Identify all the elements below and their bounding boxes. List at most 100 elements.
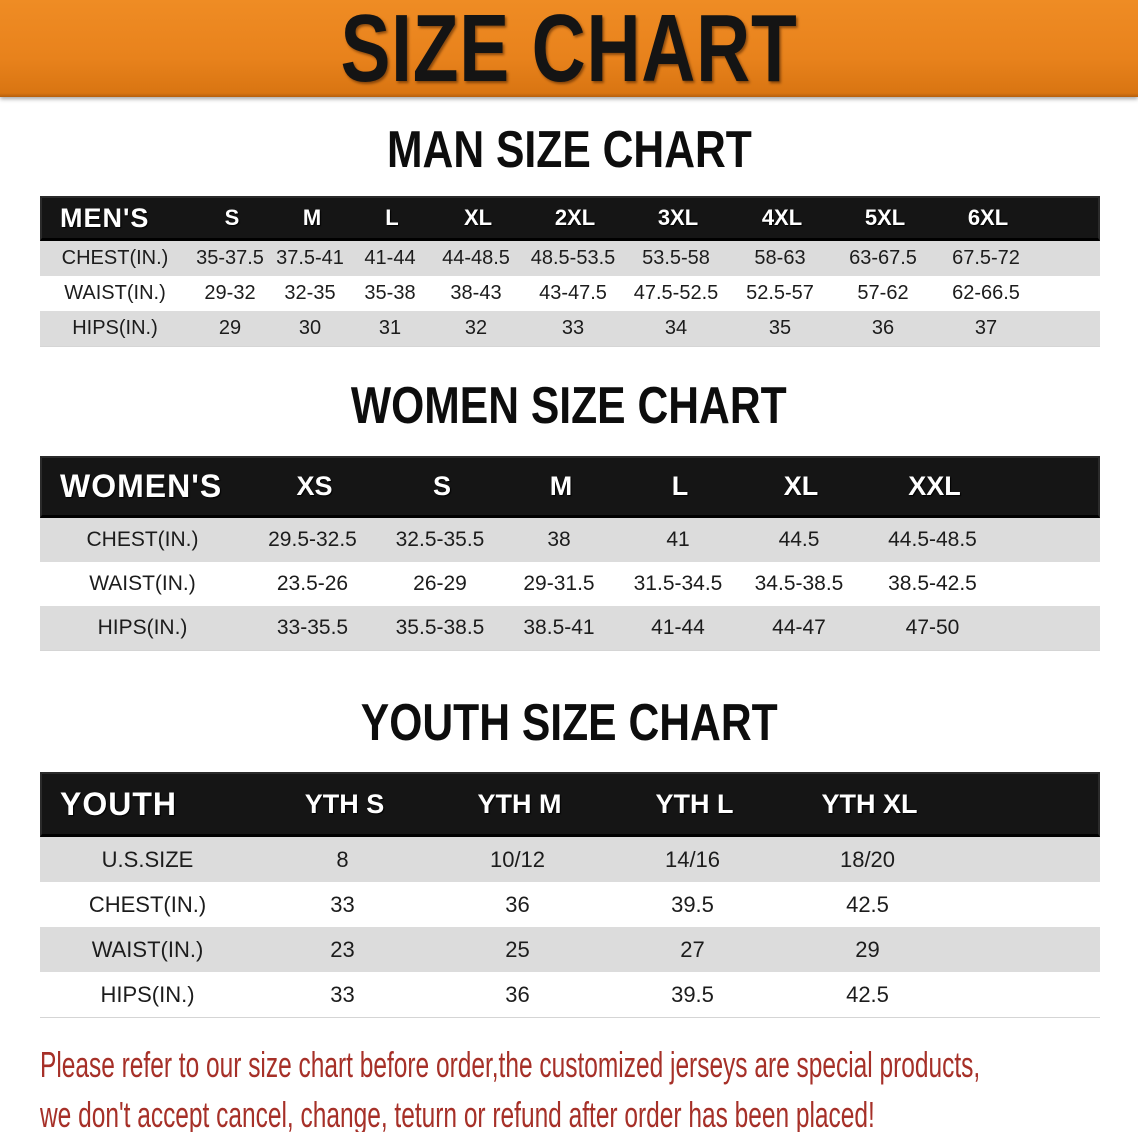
table-cell: 36 (505, 981, 530, 1007)
table-row: WAIST(IN.) 29-32 32-35 35-38 38-43 43-47.5 47.… (40, 276, 1100, 311)
table-cell: 37 (974, 317, 998, 339)
size-column-header: XS (296, 471, 333, 501)
size-column-header: XL (463, 205, 493, 230)
row-label: HIPS(IN.) (100, 981, 195, 1007)
table-cell: 57-62 (857, 282, 909, 304)
size-chart-banner: SIZE CHART (0, 0, 1138, 97)
table-cell: 10/12 (489, 846, 546, 872)
table-cell: 25 (505, 936, 530, 962)
size-column-header: M (302, 205, 322, 230)
table-cell: 39.5 (671, 891, 714, 917)
table-row: WAIST(IN.) 23 25 27 29 (40, 927, 1100, 972)
men-section-title: MAN SIZE CHART (0, 123, 1138, 177)
table-cell: 47.5-52.5 (633, 282, 719, 304)
table-cell: 26-29 (413, 572, 467, 595)
women-table-header-label: WOMEN'S (60, 468, 223, 504)
table-cell: 30 (298, 317, 322, 339)
table-cell: 44.5 (778, 528, 820, 551)
table-cell: 44-48.5 (442, 247, 510, 269)
table-cell: 29.5-32.5 (268, 528, 357, 551)
row-label: WAIST(IN.) (91, 936, 204, 962)
table-cell: 36 (505, 891, 530, 917)
table-cell: 34.5-38.5 (754, 572, 844, 595)
table-cell: 8 (336, 846, 349, 872)
size-column-header: 3XL (657, 205, 699, 230)
table-row: HIPS(IN.) 33-35.5 35.5-38.5 38.5-41 41-44 44-… (40, 606, 1100, 650)
row-label: WAIST(IN.) (89, 572, 196, 595)
table-cell: 36 (871, 317, 895, 339)
table-cell: 42.5 (846, 981, 889, 1007)
women-size-table: WOMEN'S XS S M L XL XXL CHEST(IN.) 29.5-32.5 32… (40, 456, 1100, 651)
table-cell: 31 (378, 317, 402, 339)
table-cell: 18/20 (839, 846, 896, 872)
size-column-header: 4XL (761, 205, 803, 230)
footer-note-line2: we don't accept cancel, change, teturn o… (40, 1094, 875, 1132)
table-row: HIPS(IN.) 29 30 31 32 33 34 35 36 37 (40, 311, 1100, 346)
table-cell: 44-47 (772, 616, 826, 639)
table-cell: 63-67.5 (849, 247, 917, 269)
table-cell: 37.5-41 (276, 247, 344, 269)
table-cell: 35.5-38.5 (395, 616, 485, 639)
table-cell: 38-43 (450, 282, 502, 304)
size-column-header: L (385, 205, 399, 230)
table-cell: 34 (664, 317, 688, 339)
women-table-body: CHEST(IN.) 29.5-32.5 32.5-35.5 38 41 44.5 44.5… (40, 518, 1100, 650)
table-cell: 35-38 (364, 282, 416, 304)
table-cell: 32.5-35.5 (395, 528, 485, 551)
table-cell: 32 (464, 317, 488, 339)
row-label: WAIST(IN.) (64, 282, 166, 304)
table-row: CHEST(IN.) 33 36 39.5 42.5 (40, 882, 1100, 927)
table-cell: 44.5-48.5 (888, 528, 977, 551)
table-cell: 47-50 (905, 616, 960, 639)
table-cell: 27 (680, 936, 705, 962)
table-cell: 31.5-34.5 (633, 572, 723, 595)
table-cell: 62-66.5 (952, 282, 1020, 304)
size-column-header: M (549, 471, 573, 501)
table-cell: 41-44 (651, 616, 705, 639)
men-table-header-label: MEN'S (60, 202, 150, 233)
table-cell: 33 (561, 317, 585, 339)
table-cell: 38.5-41 (523, 616, 595, 639)
size-column-header: YTH S (304, 788, 385, 819)
size-column-header: XL (783, 471, 819, 501)
table-cell: 14/16 (664, 846, 721, 872)
table-cell: 52.5-57 (746, 282, 814, 304)
youth-size-table: YOUTH YTH S YTH M YTH L YTH XL U.S.SIZE 8 10/… (40, 772, 1100, 1018)
table-cell: 35 (768, 317, 792, 339)
table-row: CHEST(IN.) 29.5-32.5 32.5-35.5 38 41 44.5 44.5… (40, 518, 1100, 562)
row-label: HIPS(IN.) (72, 317, 158, 339)
table-cell: 67.5-72 (952, 247, 1020, 269)
men-size-table: MEN'S S M L XL 2XL 3XL 4XL 5XL 6XL CHEST(IN.) 35-… (40, 196, 1100, 347)
men-table-body: CHEST(IN.) 35-37.5 37.5-41 41-44 44-48.5 48.5… (40, 241, 1100, 346)
footer-note-line1: Please refer to our size chart before or… (40, 1044, 981, 1085)
size-column-header: L (671, 471, 689, 501)
size-column-header: 6XL (967, 205, 1009, 230)
table-cell: 23.5-26 (276, 572, 349, 595)
table-cell: 38 (547, 528, 571, 551)
size-column-header: 2XL (554, 205, 596, 230)
size-column-header: 5XL (864, 205, 906, 230)
table-cell: 42.5 (846, 891, 889, 917)
table-cell: 29 (855, 936, 880, 962)
table-cell: 33 (330, 981, 355, 1007)
row-label: U.S.SIZE (101, 846, 194, 872)
table-cell: 41 (666, 528, 690, 551)
table-cell: 33-35.5 (276, 616, 349, 639)
table-row: WAIST(IN.) 23.5-26 26-29 29-31.5 31.5-34.5 34… (40, 562, 1100, 606)
table-cell: 43-47.5 (539, 282, 607, 304)
size-column-header: S (432, 471, 451, 501)
banner-title: SIZE CHART (340, 0, 798, 102)
size-column-header: XXL (908, 471, 961, 501)
table-cell: 58-63 (754, 247, 806, 269)
table-row: CHEST(IN.) 35-37.5 37.5-41 41-44 44-48.5 48.5… (40, 241, 1100, 276)
youth-table-body: U.S.SIZE 8 10/12 14/16 18/20 CHEST(IN.) 33 36 39… (40, 837, 1100, 1017)
table-row: U.S.SIZE 8 10/12 14/16 18/20 (40, 837, 1100, 882)
table-cell: 39.5 (671, 981, 714, 1007)
table-cell: 29-31.5 (523, 572, 595, 595)
youth-table-header-row: YOUTH YTH S YTH M YTH L YTH XL (40, 772, 1100, 837)
row-label: CHEST(IN.) (88, 891, 207, 917)
table-cell: 41-44 (364, 247, 416, 269)
table-cell: 53.5-58 (642, 247, 710, 269)
size-column-header: YTH XL (821, 788, 918, 819)
size-column-header: YTH M (477, 788, 562, 819)
